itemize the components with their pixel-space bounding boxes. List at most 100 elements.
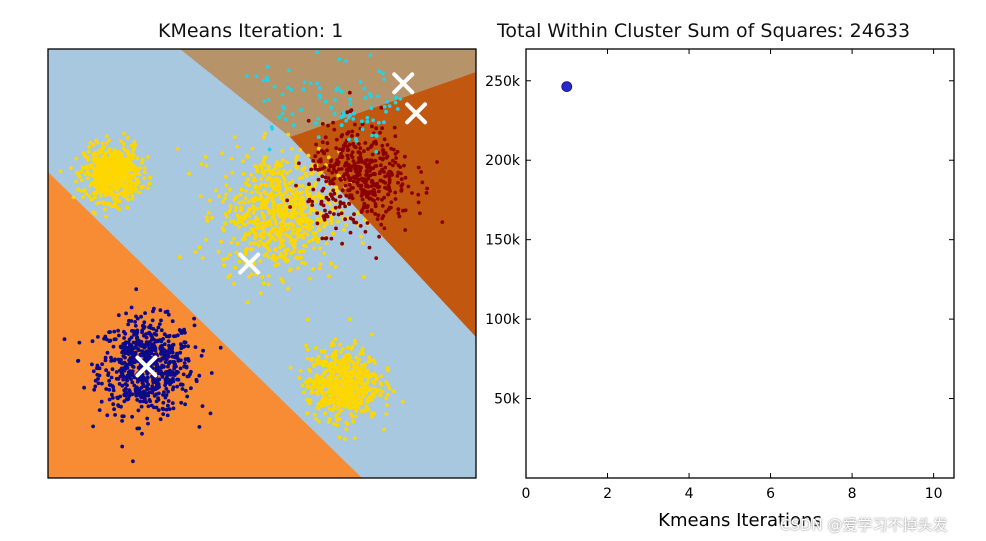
data-point [354,414,358,419]
data-point [146,155,151,159]
data-point [139,185,144,190]
data-point [278,251,283,256]
x-tick-label: 2 [603,486,612,502]
data-point [382,104,387,109]
data-point [333,337,338,342]
data-point [126,175,131,180]
data-point [267,248,272,253]
data-point [146,421,150,426]
data-point [358,146,363,151]
data-point [349,193,354,198]
data-point [317,266,322,271]
data-point [120,419,124,423]
data-point [314,416,318,421]
data-point [138,376,143,381]
data-point [374,126,378,131]
data-point [121,171,126,176]
data-point [124,311,128,316]
data-point [314,376,318,381]
data-point [246,199,251,204]
data-point [309,167,314,172]
data-point [395,107,400,111]
data-point [232,281,236,286]
data-point [330,398,334,402]
data-point [122,365,127,370]
data-point [362,218,367,223]
data-point [288,240,293,244]
data-point [317,171,322,176]
data-point [170,372,175,377]
data-point [340,188,345,193]
data-point [312,194,317,199]
data-point [145,385,149,389]
data-point [344,427,349,432]
data-point [278,230,283,235]
data-point [298,148,303,152]
data-point [103,358,108,363]
data-point [122,158,127,162]
data-point [288,205,292,209]
data-point [133,345,138,350]
data-point [96,156,100,160]
data-point [290,215,295,219]
data-point [332,364,336,369]
data-point [351,186,355,190]
data-point [334,414,339,418]
data-point [331,120,335,125]
data-point [148,332,153,336]
data-point [346,168,350,173]
data-point [285,187,289,192]
x-tick-label: 0 [522,486,531,502]
data-point [326,155,331,160]
data-point [181,372,186,377]
data-point [346,156,350,161]
data-point [145,416,150,421]
data-point [114,370,119,374]
data-point [95,162,99,167]
data-point [316,150,320,155]
data-point [321,363,325,367]
data-point [139,404,144,409]
data-point [267,209,272,214]
data-point [282,216,287,220]
data-point [330,221,334,225]
data-point [114,175,119,180]
data-point [133,181,137,185]
data-point [390,158,395,163]
data-point [312,246,316,251]
data-point [281,243,285,248]
data-point [315,221,320,226]
data-point [120,383,125,388]
data-point [396,207,401,212]
data-point [183,330,187,335]
data-point [277,169,281,174]
data-point [199,353,204,358]
data-point [114,172,119,177]
data-point [157,391,161,396]
data-point [336,397,341,402]
data-point [166,403,170,408]
data-point [93,175,98,180]
data-point [135,156,140,161]
data-point [377,234,381,239]
data-point [99,170,104,175]
data-point [184,364,189,369]
data-point [120,361,125,366]
data-point [127,372,131,377]
data-point [156,377,161,382]
data-point [348,355,353,359]
data-point [348,168,353,173]
data-point [136,408,141,413]
data-point [336,374,341,379]
data-point [358,396,362,401]
data-point [334,146,339,151]
data-point [118,344,123,349]
data-point [111,396,115,400]
data-point [167,360,172,365]
data-point [259,231,263,236]
data-point [131,459,135,464]
data-point [123,342,128,347]
data-point [93,384,98,389]
data-point [96,335,100,339]
data-point [370,152,375,157]
